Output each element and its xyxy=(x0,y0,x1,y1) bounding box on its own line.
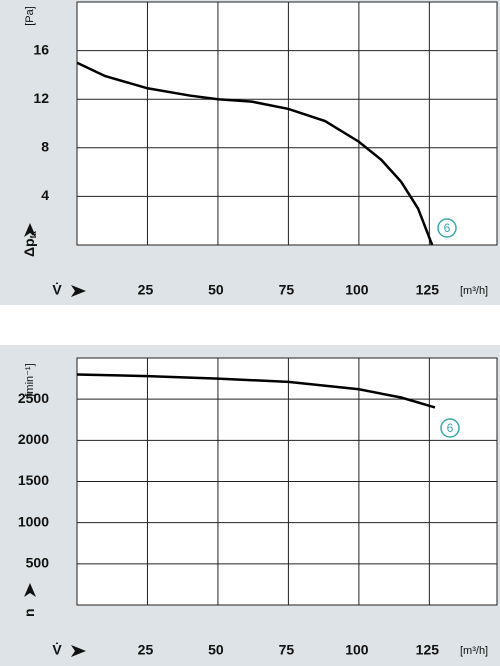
x-tick-label: 125 xyxy=(416,642,440,658)
x-tick-label: 100 xyxy=(345,642,369,658)
series-label: 6 xyxy=(447,421,454,435)
series-label: 6 xyxy=(444,221,451,235)
x-axis-label: V̇ xyxy=(52,282,62,298)
x-unit: [m³/h] xyxy=(460,285,488,297)
y-tick-label: 8 xyxy=(41,139,49,155)
x-tick-label: 100 xyxy=(345,282,369,298)
x-tick-label: 50 xyxy=(208,282,224,298)
y-axis-label-main: Δp xyxy=(21,238,37,257)
y-tick-label: 2000 xyxy=(18,431,49,447)
y-tick-label: 16 xyxy=(33,41,49,57)
y-axis-label: n xyxy=(21,608,37,617)
y-tick-label: 12 xyxy=(33,90,49,106)
y-tick-label: 1000 xyxy=(18,513,49,529)
x-arrow xyxy=(71,645,86,657)
x-tick-label: 75 xyxy=(279,282,295,298)
y-tick-label: 4 xyxy=(41,187,49,203)
y-tick-label: 1500 xyxy=(18,472,49,488)
y-unit: [Pa] xyxy=(24,6,36,26)
x-tick-label: 75 xyxy=(279,642,295,658)
y-arrow xyxy=(24,223,36,237)
y-arrow xyxy=(24,583,36,597)
y-tick-label: 500 xyxy=(26,555,50,571)
plot-area xyxy=(76,1,498,246)
curve xyxy=(76,61,434,246)
x-tick-label: 125 xyxy=(416,282,440,298)
y-tick-label: 2500 xyxy=(18,390,49,406)
legend-marker xyxy=(437,218,457,238)
x-unit: [m³/h] xyxy=(460,645,488,657)
x-arrow xyxy=(71,285,86,297)
x-tick-label: 25 xyxy=(138,642,154,658)
y-axis-label-main: n xyxy=(21,608,37,617)
x-axis-label: V̇ xyxy=(52,642,62,658)
y-unit: [min⁻¹] xyxy=(24,363,36,396)
curve xyxy=(76,373,436,409)
x-tick-label: 25 xyxy=(138,282,154,298)
legend-marker xyxy=(440,418,460,438)
x-tick-label: 50 xyxy=(208,642,224,658)
